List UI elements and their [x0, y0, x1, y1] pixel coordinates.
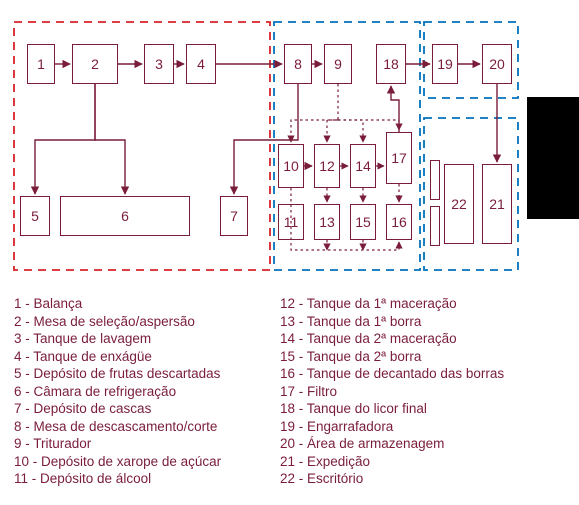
- node-13: 13: [314, 204, 340, 240]
- legend-item: 15 - Tanque da 2ª borra: [280, 349, 504, 367]
- node-15: 15: [350, 204, 376, 240]
- node-1: 1: [27, 44, 55, 84]
- legend-item: 17 - Filtro: [280, 384, 504, 402]
- node-12: 12: [314, 144, 340, 188]
- legend-item: 8 - Mesa de descascamento/corte: [14, 419, 221, 437]
- node-8: 8: [284, 44, 312, 84]
- node-5: 5: [20, 196, 50, 236]
- legend-item: 22 - Escritório: [280, 471, 504, 489]
- legend-item: 19 - Engarrafadora: [280, 419, 504, 437]
- node-9: 9: [324, 44, 352, 84]
- legend-item: 21 - Expedição: [280, 454, 504, 472]
- node-16: 16: [386, 204, 412, 240]
- legend-item: 13 - Tanque da 1ª borra: [280, 314, 504, 332]
- node-2: 2: [72, 44, 118, 84]
- legend-item: 16 - Tanque de decantado das borras: [280, 366, 504, 384]
- legend-item: 5 - Depósito de frutas descartadas: [14, 366, 221, 384]
- decor-box-0: [430, 160, 440, 200]
- legend-item: 10 - Depósito de xarope de açúcar: [14, 454, 221, 472]
- node-17: 17: [386, 132, 412, 184]
- node-6: 6: [60, 196, 190, 236]
- node-3: 3: [144, 44, 174, 84]
- arrow-dotted-7: [291, 188, 399, 250]
- legend-item: 4 - Tanque de enxágüe: [14, 349, 221, 367]
- legend-item: 1 - Balança: [14, 296, 221, 314]
- legend-col-1: 1 - Balança2 - Mesa de seleção/aspersão3…: [14, 296, 221, 489]
- arrow-dotted-1: [327, 120, 338, 142]
- arrow-dotted-3: [338, 120, 399, 130]
- legend-item: 7 - Depósito de cascas: [14, 401, 221, 419]
- diagram-stage: 123456789101112131415161718192021221 - B…: [0, 0, 579, 505]
- arrow-dotted-2: [338, 120, 363, 142]
- legend-item: 9 - Triturador: [14, 436, 221, 454]
- node-22: 22: [444, 164, 474, 244]
- legend-item: 2 - Mesa de seleção/aspersão: [14, 314, 221, 332]
- node-19: 19: [432, 44, 458, 84]
- legend-col-2: 12 - Tanque da 1ª maceração13 - Tanque d…: [280, 296, 504, 489]
- legend-item: 14 - Tanque da 2ª maceração: [280, 331, 504, 349]
- legend-item: 3 - Tanque de lavagem: [14, 331, 221, 349]
- arrow-solid-6: [95, 84, 125, 194]
- arrow-solid-12: [391, 86, 399, 132]
- node-21: 21: [482, 164, 512, 244]
- node-10: 10: [278, 144, 304, 188]
- legend-item: 20 - Área de armazenagem: [280, 436, 504, 454]
- node-18: 18: [376, 44, 406, 84]
- node-4: 4: [186, 44, 216, 84]
- black-box: [527, 97, 579, 219]
- node-20: 20: [482, 44, 512, 84]
- legend-item: 18 - Tanque do licor final: [280, 401, 504, 419]
- legend-item: 11 - Depósito de álcool: [14, 471, 221, 489]
- arrow-solid-5: [35, 84, 95, 194]
- decor-box-1: [430, 206, 440, 246]
- node-7: 7: [220, 196, 248, 236]
- node-14: 14: [350, 144, 376, 188]
- node-11: 11: [278, 204, 304, 240]
- legend-item: 12 - Tanque da 1ª maceração: [280, 296, 504, 314]
- legend-item: 6 - Câmara de refrigeração: [14, 384, 221, 402]
